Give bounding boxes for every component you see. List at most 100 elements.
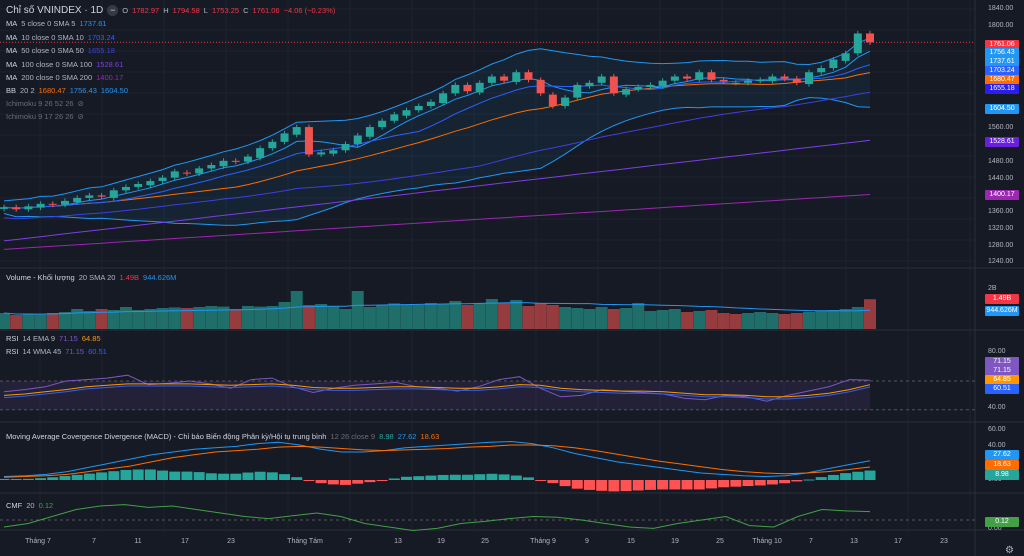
candle bbox=[841, 53, 850, 61]
volume-bar bbox=[571, 308, 584, 329]
volume-bar bbox=[315, 304, 328, 329]
macd-histogram-bar bbox=[303, 480, 315, 481]
low-value: 1753.25 bbox=[211, 6, 240, 15]
time-axis-label: 19 bbox=[437, 538, 445, 545]
macd-histogram-bar bbox=[71, 474, 83, 480]
time-axis-label: 13 bbox=[850, 538, 858, 545]
volume-bar bbox=[473, 303, 486, 329]
volume-bar bbox=[156, 308, 169, 329]
macd-histogram-bar bbox=[852, 471, 864, 480]
hidden-eye-icon[interactable]: ⊘ bbox=[77, 112, 84, 121]
candle bbox=[109, 190, 118, 198]
ma50-line bbox=[3, 91, 871, 220]
price-tag: 944.626M bbox=[985, 306, 1019, 316]
candle bbox=[829, 59, 838, 69]
hidden-eye-icon[interactable]: ⊘ bbox=[77, 99, 84, 108]
volume-bar bbox=[595, 307, 608, 329]
volume-bar bbox=[864, 299, 876, 329]
volume-bar bbox=[559, 307, 572, 329]
volume-bar bbox=[58, 312, 71, 329]
rsi-legend-2[interactable]: RSI 14 WMA 45 71.15 60.51 bbox=[6, 347, 107, 356]
rsi-axis-label: 40.00 bbox=[988, 404, 1006, 411]
candle bbox=[304, 127, 313, 155]
price-axis-label[interactable]: 1480.00 bbox=[988, 158, 1014, 165]
price-axis-label[interactable]: 1240.00 bbox=[988, 258, 1014, 265]
rsi-wma-line bbox=[3, 385, 871, 400]
macd-histogram-bar bbox=[181, 471, 193, 480]
volume-bar bbox=[205, 306, 218, 329]
volume-bar bbox=[498, 303, 511, 329]
rsi-legend-1[interactable]: RSI 14 EMA 9 71.15 64.85 bbox=[6, 334, 101, 343]
candle bbox=[48, 203, 57, 205]
candle bbox=[146, 181, 155, 186]
macd-histogram-bar bbox=[632, 480, 644, 491]
price-axis-label[interactable]: 1360.00 bbox=[988, 208, 1014, 215]
volume-bar bbox=[803, 312, 816, 329]
macd-histogram-bar bbox=[413, 476, 425, 480]
rsi-line bbox=[3, 374, 871, 402]
candle bbox=[500, 76, 509, 81]
volume-axis-label: 2B bbox=[988, 285, 997, 292]
price-axis-label[interactable]: 1840.00 bbox=[988, 5, 1014, 12]
price-axis-label[interactable]: 1800.00 bbox=[988, 22, 1014, 29]
time-axis-label: 7 bbox=[92, 538, 96, 545]
ichimoku-legend-2[interactable]: Ichimoku 9 17 26 26 ⊘ bbox=[6, 112, 84, 121]
price-axis-label[interactable]: 1280.00 bbox=[988, 242, 1014, 249]
candle bbox=[792, 78, 801, 83]
volume-bar bbox=[583, 309, 596, 329]
time-axis-label: 11 bbox=[134, 538, 142, 545]
volume-bar bbox=[119, 307, 132, 329]
bb-legend[interactable]: BB 20 2 1680.47 1756.43 1604.50 bbox=[6, 86, 128, 95]
price-axis-label[interactable]: 1440.00 bbox=[988, 175, 1014, 182]
volume-bar bbox=[449, 301, 462, 329]
volume-bar bbox=[168, 307, 181, 329]
macd-histogram-bar bbox=[364, 480, 376, 483]
candle bbox=[207, 165, 216, 169]
macd-histogram-bar bbox=[571, 480, 583, 489]
candle bbox=[329, 150, 338, 154]
candle bbox=[585, 82, 594, 87]
price-tag: 1703.24 bbox=[985, 66, 1019, 76]
volume-legend[interactable]: Volume - Khối lượng 20 SMA 20 1.49B 944.626… bbox=[6, 273, 177, 282]
volume-bar bbox=[217, 306, 230, 329]
candle bbox=[451, 84, 460, 94]
price-tag: 1400.17 bbox=[985, 190, 1019, 200]
candle bbox=[670, 76, 679, 81]
volume-bar bbox=[412, 305, 425, 329]
macd-histogram-bar bbox=[230, 473, 242, 480]
ma-legend[interactable]: MA 200 close 0 SMA 200 1400.17 bbox=[6, 73, 124, 82]
cmf-legend[interactable]: CMF 20 0.12 bbox=[6, 501, 54, 510]
price-tag: 1528.61 bbox=[985, 137, 1019, 147]
price-tag: 1680.47 bbox=[985, 75, 1019, 85]
settings-gear-icon[interactable]: ⚙ bbox=[1005, 545, 1014, 556]
macd-axis-label: 40.00 bbox=[988, 442, 1006, 449]
candle bbox=[744, 80, 753, 83]
candle bbox=[426, 101, 435, 106]
candle bbox=[756, 79, 765, 81]
ma-legend[interactable]: MA 5 close 0 SMA 5 1737.61 bbox=[6, 19, 107, 28]
ma-legend[interactable]: MA 50 close 0 SMA 50 1655.18 bbox=[6, 46, 115, 55]
price-axis-label[interactable]: 1320.00 bbox=[988, 225, 1014, 232]
volume-bar bbox=[400, 305, 413, 329]
symbol-legend: Chỉ số VNINDEX · 1D − O 1782.97 H 1794.58 … bbox=[6, 5, 336, 16]
ma-legend[interactable]: MA 100 close 0 SMA 100 1528.61 bbox=[6, 59, 124, 69]
macd-legend[interactable]: Moving Average Covergence Divergence (MA… bbox=[6, 432, 440, 441]
price-axis-label[interactable]: 1560.00 bbox=[988, 124, 1014, 131]
collapse-icon[interactable]: − bbox=[107, 5, 119, 16]
volume-bar bbox=[0, 313, 10, 329]
ichimoku-legend-1[interactable]: Ichimoku 9 26 52 26 ⊘ bbox=[6, 99, 84, 108]
symbol-title[interactable]: Chỉ số VNINDEX · 1D bbox=[6, 5, 104, 16]
volume-bar bbox=[241, 306, 254, 329]
bollinger-fill bbox=[4, 37, 870, 226]
macd-histogram-bar bbox=[474, 474, 486, 480]
ma-legend[interactable]: MA 10 close 0 SMA 10 1703.24 bbox=[6, 32, 115, 42]
macd-histogram-bar bbox=[705, 480, 717, 489]
macd-histogram-bar bbox=[327, 480, 339, 485]
volume-bar bbox=[351, 291, 364, 329]
candle bbox=[60, 200, 69, 205]
macd-histogram-bar bbox=[279, 474, 291, 480]
macd-histogram-bar bbox=[437, 474, 449, 480]
open-value: 1782.97 bbox=[132, 6, 160, 15]
candle bbox=[853, 33, 862, 54]
